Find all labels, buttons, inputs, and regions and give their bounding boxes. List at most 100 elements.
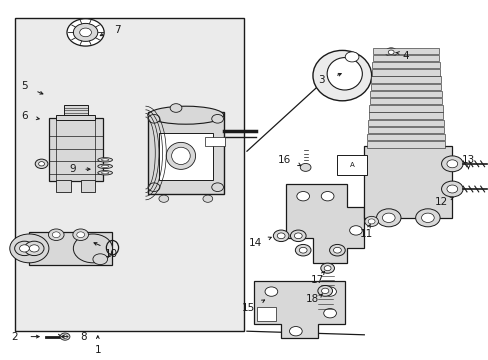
Text: 18: 18 (305, 294, 318, 304)
Circle shape (320, 263, 334, 273)
Bar (81, 180, 95, 192)
Text: 9: 9 (69, 164, 76, 174)
Circle shape (385, 48, 396, 57)
Circle shape (15, 241, 34, 256)
Text: 14: 14 (248, 238, 262, 248)
Ellipse shape (98, 171, 112, 175)
Ellipse shape (102, 172, 109, 174)
Bar (364, 146, 451, 218)
Ellipse shape (326, 58, 362, 90)
Circle shape (73, 234, 112, 263)
Bar (366, 134, 444, 140)
Circle shape (52, 232, 60, 238)
Circle shape (277, 233, 285, 239)
Circle shape (148, 183, 160, 192)
Circle shape (264, 287, 277, 296)
Bar (371, 69, 439, 76)
Bar (15, 18, 244, 331)
Bar (63, 105, 88, 118)
Text: 5: 5 (21, 81, 28, 91)
Circle shape (203, 195, 212, 202)
Bar (368, 105, 442, 112)
Circle shape (73, 229, 88, 240)
Circle shape (290, 230, 305, 242)
Circle shape (62, 335, 67, 338)
Circle shape (415, 209, 439, 227)
Circle shape (367, 219, 374, 224)
Bar (29, 232, 112, 265)
Text: 16: 16 (277, 155, 291, 165)
Bar (370, 84, 440, 90)
Circle shape (170, 104, 182, 112)
Circle shape (35, 159, 48, 168)
Text: 15: 15 (241, 303, 255, 313)
Bar (369, 98, 441, 104)
Bar (370, 76, 440, 83)
Bar (367, 120, 443, 126)
Bar (147, 112, 223, 194)
Circle shape (421, 213, 433, 222)
Polygon shape (285, 184, 364, 263)
Circle shape (333, 247, 341, 253)
Text: 6: 6 (21, 111, 28, 121)
Circle shape (364, 216, 378, 226)
Circle shape (148, 114, 160, 123)
Circle shape (294, 233, 302, 239)
Circle shape (77, 232, 84, 238)
Text: 13: 13 (461, 155, 474, 165)
Circle shape (441, 181, 462, 197)
Circle shape (323, 309, 336, 318)
Circle shape (273, 230, 288, 242)
Ellipse shape (171, 147, 190, 165)
Circle shape (24, 241, 44, 256)
Circle shape (317, 285, 332, 296)
Text: 10: 10 (105, 249, 118, 259)
Circle shape (39, 162, 44, 166)
Circle shape (295, 244, 310, 256)
Circle shape (211, 114, 223, 123)
Circle shape (321, 288, 328, 294)
Bar (49, 118, 102, 181)
Circle shape (441, 156, 462, 172)
Circle shape (60, 333, 70, 340)
Circle shape (48, 229, 64, 240)
Bar (371, 62, 439, 68)
Text: 8: 8 (80, 332, 86, 342)
Bar (369, 91, 441, 97)
Circle shape (349, 226, 362, 235)
Bar (367, 127, 443, 133)
Bar (372, 48, 438, 54)
Circle shape (211, 183, 223, 192)
Ellipse shape (166, 143, 195, 170)
Text: 7: 7 (114, 24, 121, 35)
Circle shape (324, 266, 330, 271)
Circle shape (329, 244, 345, 256)
Circle shape (446, 160, 457, 168)
Circle shape (376, 209, 400, 227)
Circle shape (321, 192, 333, 201)
Ellipse shape (102, 159, 109, 161)
Circle shape (300, 163, 310, 171)
Circle shape (93, 254, 107, 265)
Circle shape (387, 50, 393, 54)
Text: 11: 11 (359, 229, 373, 239)
Ellipse shape (98, 164, 112, 168)
Circle shape (299, 247, 306, 253)
Text: 12: 12 (433, 197, 447, 207)
Ellipse shape (98, 158, 112, 162)
Ellipse shape (312, 50, 371, 101)
Circle shape (345, 52, 358, 62)
Circle shape (446, 185, 457, 193)
Text: 17: 17 (310, 275, 324, 285)
Bar (159, 133, 212, 180)
Circle shape (20, 245, 29, 252)
Circle shape (67, 19, 104, 46)
Circle shape (73, 23, 98, 41)
Text: A: A (349, 162, 354, 168)
Text: 4: 4 (402, 51, 408, 61)
Bar (368, 112, 442, 119)
Bar (205, 137, 224, 146)
Bar (372, 55, 438, 61)
Ellipse shape (148, 106, 223, 124)
Circle shape (159, 195, 168, 202)
